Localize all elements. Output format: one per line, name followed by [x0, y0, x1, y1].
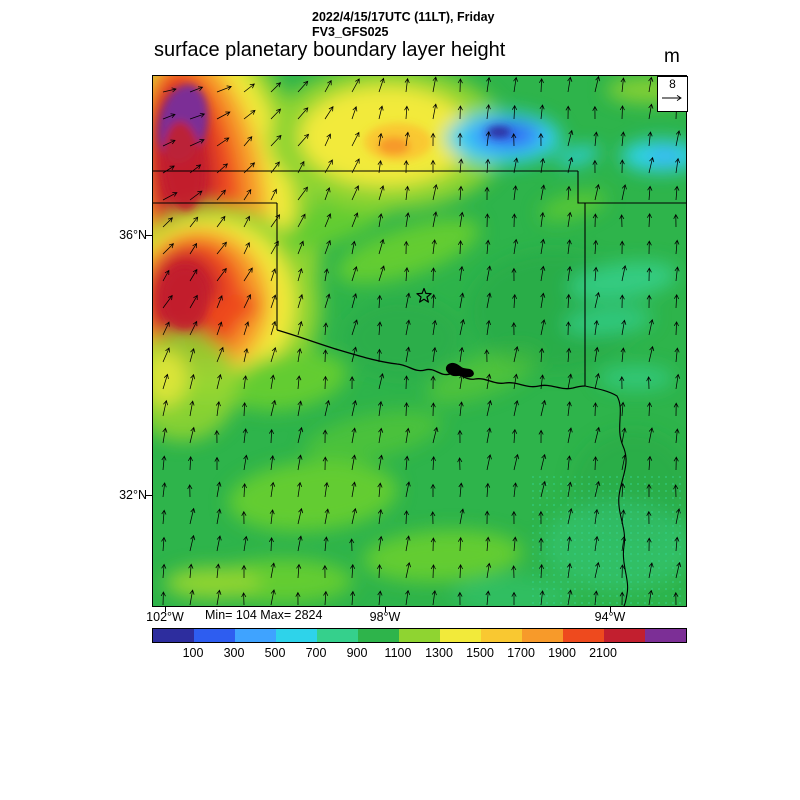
star-marker [416, 287, 432, 303]
colorbar-ticks: 100 300 500 700 900 1100 1300 1500 1700 1900 2100 [152, 646, 685, 662]
lon-tick-label: 102°W [146, 610, 184, 624]
colorbar-tick-label: 1100 [384, 646, 412, 660]
colorbar-tick-label: 300 [223, 646, 245, 660]
colorbar-cell [317, 629, 358, 642]
lon-tick-label: 98°W [369, 610, 401, 624]
colorbar-cell [522, 629, 563, 642]
wind-reference-arrow-icon [662, 95, 682, 101]
colorbar-cell [276, 629, 317, 642]
header-model: FV3_GFS025 [312, 25, 389, 39]
colorbar-cell [563, 629, 604, 642]
colorbar-cell [399, 629, 440, 642]
lon-tick-label: 94°W [594, 610, 626, 624]
colorbar-tick-label: 1700 [507, 646, 535, 660]
colorbar-tick-label: 1300 [425, 646, 453, 660]
colorbar-tick-label: 900 [346, 646, 368, 660]
colorbar-cell [194, 629, 235, 642]
colorbar-tick-label: 2100 [589, 646, 617, 660]
colorbar-cell [358, 629, 399, 642]
colorbar-tick-label: 1900 [548, 646, 576, 660]
unit-label: m [664, 46, 680, 67]
colorbar-cell [440, 629, 481, 642]
map-plot-area [152, 75, 687, 607]
contour-map [153, 76, 686, 606]
lake-texoma [445, 362, 474, 378]
colorbar-tick-label: 700 [305, 646, 327, 660]
lon-tick [385, 606, 386, 612]
wind-reference-value: 8 [669, 77, 676, 91]
colorbar [152, 628, 687, 643]
colorbar-tick-label: 1500 [466, 646, 494, 660]
wind-vectors [160, 76, 682, 606]
wind-reference-box: 8 [657, 76, 688, 112]
chart-title: surface planetary boundary layer height [154, 39, 506, 61]
lat-tick [146, 494, 152, 496]
lat-tick [146, 234, 152, 236]
colorbar-tick-label: 100 [182, 646, 204, 660]
state-border [577, 171, 686, 204]
colorbar-tick-label: 500 [264, 646, 286, 660]
texas-east-border [584, 385, 629, 606]
colorbar-cell [235, 629, 276, 642]
colorbar-cell [481, 629, 522, 642]
lat-tick-label: 32°N [119, 488, 147, 502]
colorbar-cell [604, 629, 645, 642]
lat-tick-label: 36°N [119, 228, 147, 242]
header-datetime: 2022/4/15/17UTC (11LT), Friday [312, 10, 495, 24]
minmax-label: Min= 104 Max= 2824 [205, 608, 323, 622]
colorbar-cell [153, 629, 194, 642]
lon-tick [610, 606, 611, 612]
lon-tick [165, 606, 166, 612]
colorbar-cell [645, 629, 686, 642]
